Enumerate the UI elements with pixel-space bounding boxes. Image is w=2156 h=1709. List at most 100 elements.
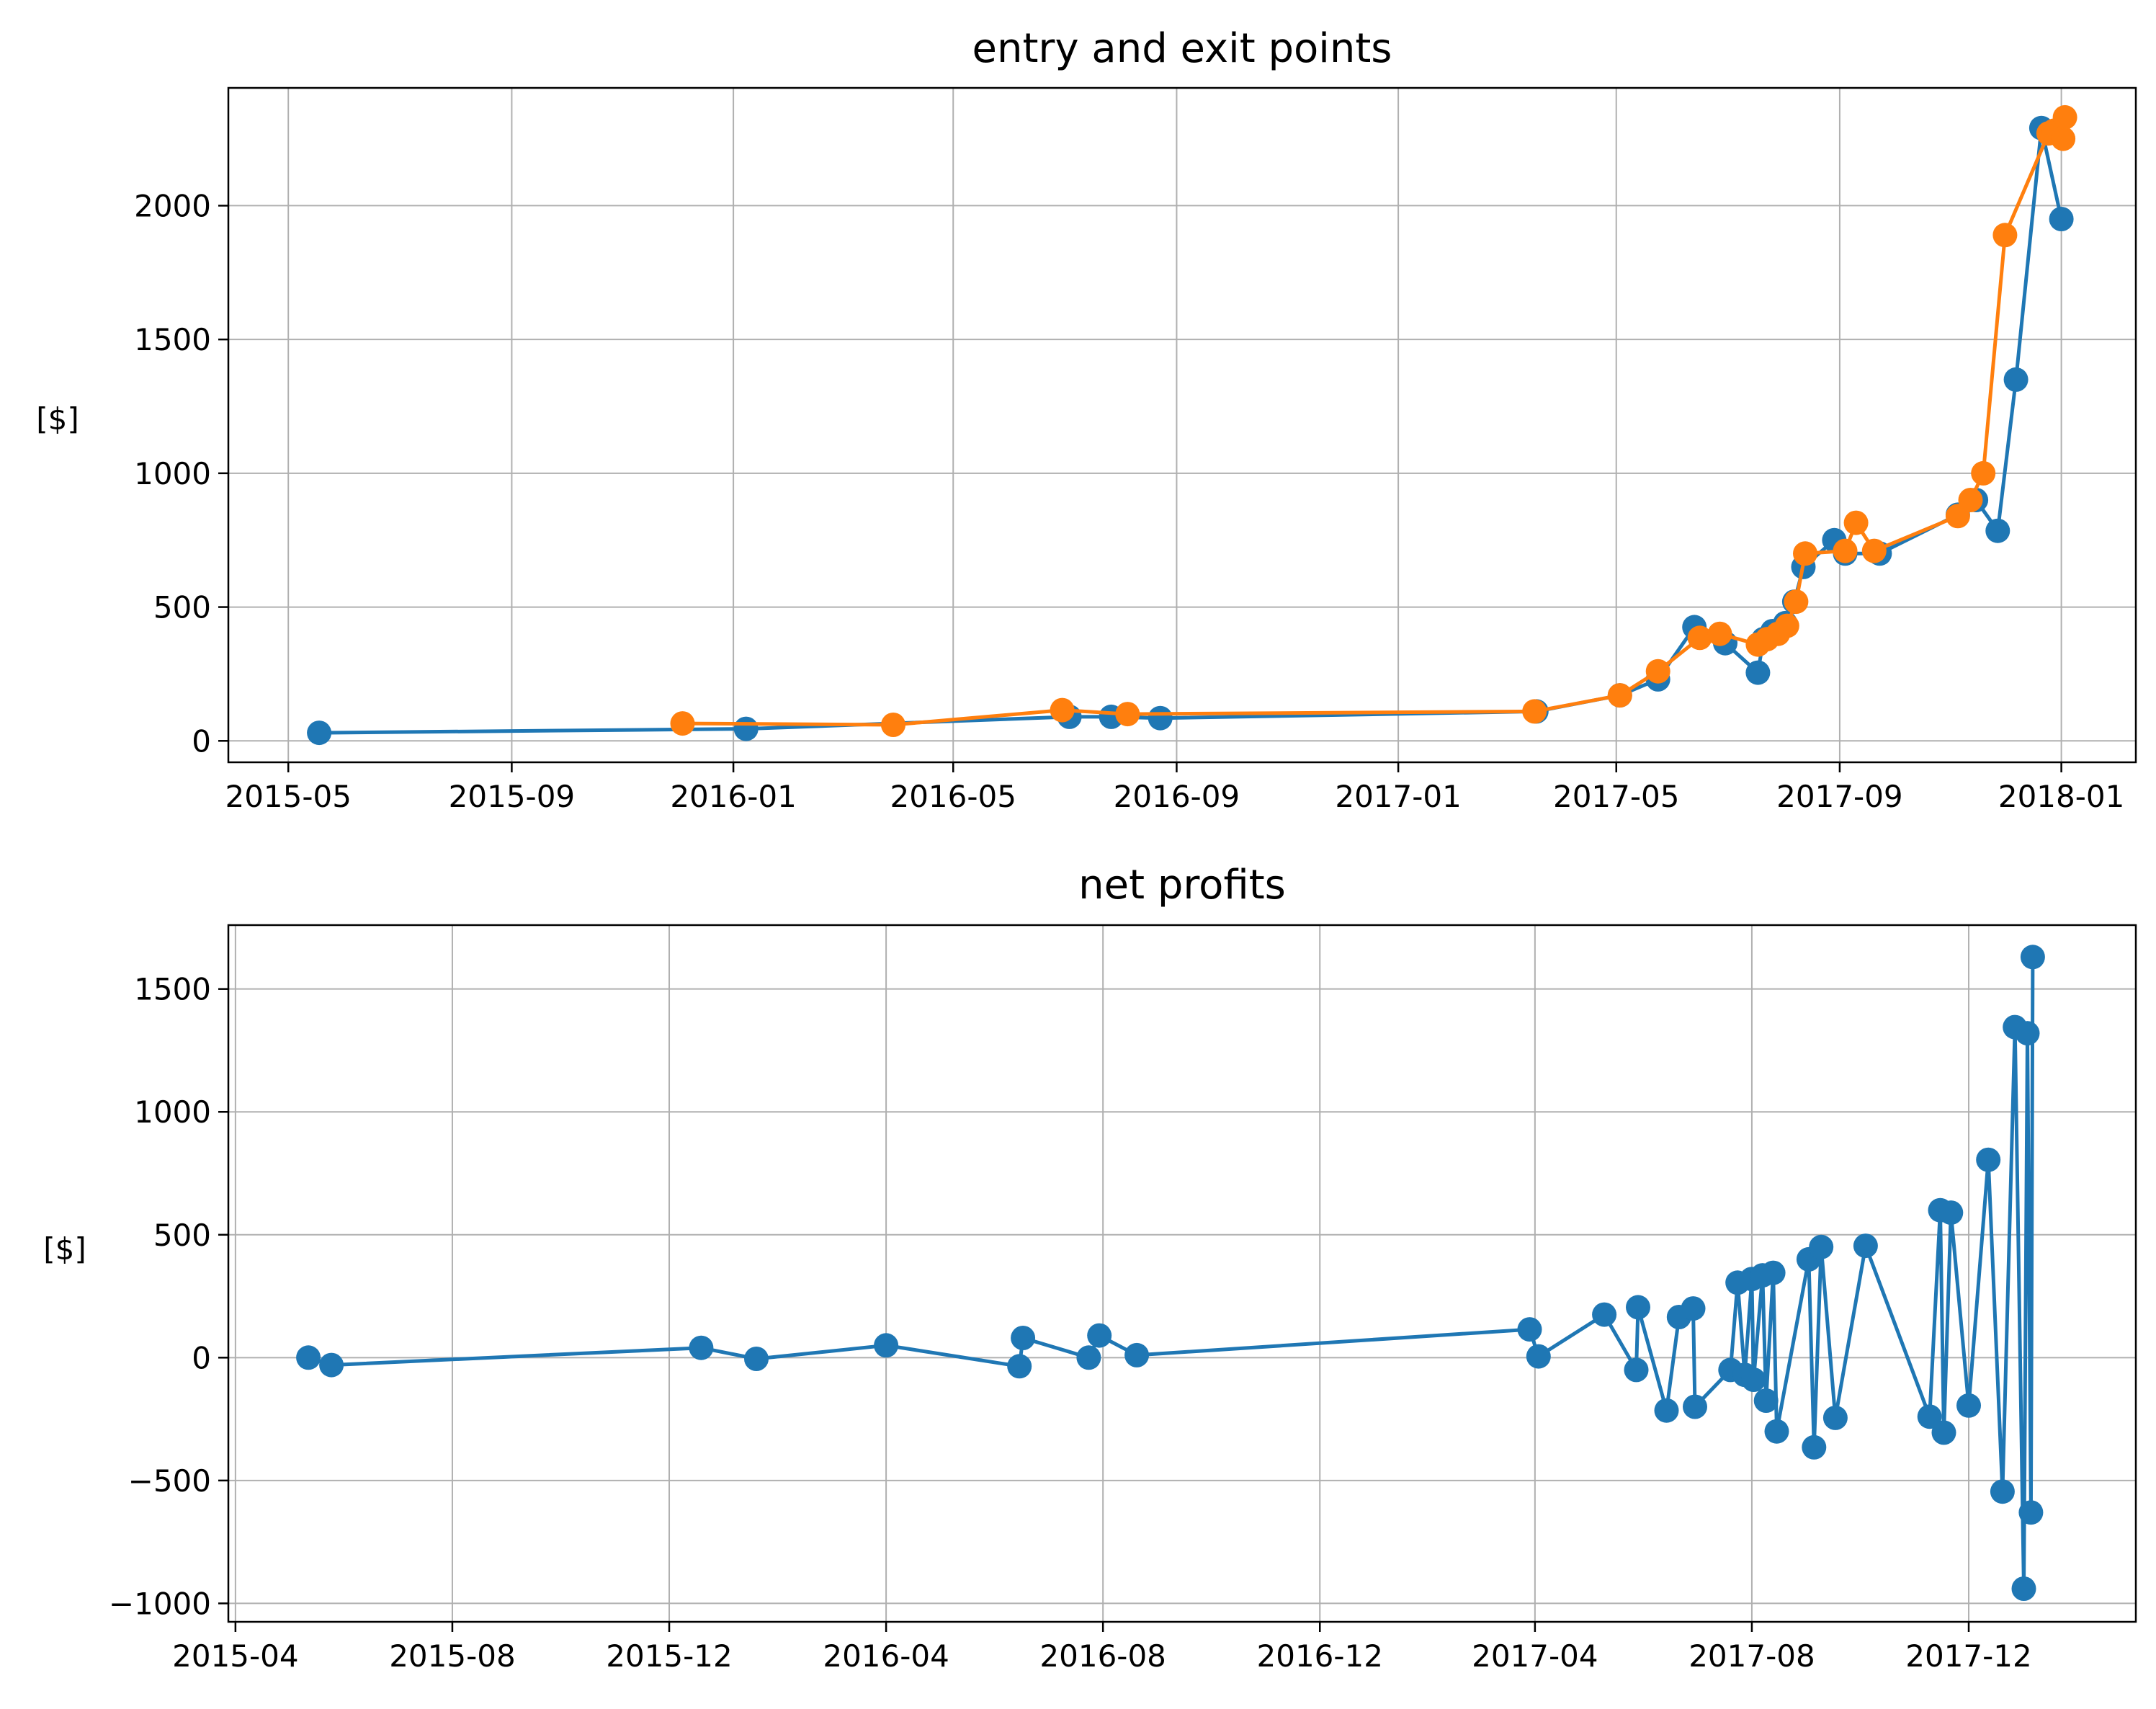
data-point — [733, 716, 759, 741]
data-point — [296, 1345, 321, 1370]
plot-frame — [227, 86, 2137, 764]
y-axis: −1000 −500 0 500 1000 1500 — [109, 972, 228, 1621]
data-point — [1526, 1344, 1551, 1369]
x-tick-label: 2016-01 — [670, 779, 797, 814]
x-tick-label: 2018-01 — [1998, 779, 2125, 814]
data-point — [1958, 488, 1983, 512]
x-tick-label: 2016-09 — [1114, 779, 1240, 814]
data-point — [1745, 660, 1771, 685]
x-tick-label: 2015-08 — [389, 1638, 516, 1674]
series-2 — [670, 104, 2077, 737]
data-point — [1654, 1398, 1679, 1423]
plot-area — [296, 945, 2045, 1601]
data-point — [1115, 702, 1140, 727]
data-point — [1764, 1419, 1789, 1444]
data-point — [1517, 1317, 1542, 1342]
x-tick-label: 2015-04 — [172, 1638, 299, 1674]
chart-title: entry and exit points — [972, 25, 1392, 72]
data-point — [1761, 1260, 1786, 1285]
x-tick-label: 2017-12 — [1905, 1638, 2032, 1674]
data-point — [1802, 1434, 1827, 1460]
y-tick-label: 500 — [153, 1218, 211, 1253]
x-tick-label: 2017-01 — [1335, 779, 1462, 814]
data-point — [1822, 1405, 1848, 1430]
data-point — [874, 1333, 899, 1358]
x-tick-label: 2015-12 — [606, 1638, 733, 1674]
data-point — [1007, 1354, 1032, 1379]
data-point — [1793, 541, 1817, 566]
y-axis-label: [$] — [36, 401, 79, 437]
data-point — [1076, 1345, 1101, 1370]
y-tick-label: 0 — [192, 1340, 211, 1375]
data-point — [1992, 223, 2018, 248]
data-point — [1645, 659, 1670, 684]
data-point — [2052, 104, 2077, 130]
x-tick-label: 2017-08 — [1688, 1638, 1815, 1674]
data-point — [1592, 1302, 1617, 1327]
data-point — [1853, 1233, 1878, 1259]
data-point — [881, 713, 905, 737]
series-1 — [296, 945, 2045, 1601]
data-point — [1124, 1342, 1150, 1367]
data-point — [2049, 207, 2074, 231]
data-point — [1990, 1479, 2015, 1504]
data-point — [1843, 510, 1869, 535]
entry-exit-chart: entry and exit points [$] 2015-05 2015-09… — [36, 25, 2137, 814]
data-point — [1741, 1367, 1766, 1392]
data-point — [1626, 1295, 1650, 1320]
y-tick-label: 1000 — [134, 456, 211, 491]
net-profits-chart: net profits [$] 2015-04 2015-08 2015-12 201… — [43, 862, 2137, 1674]
data-point — [1707, 621, 1732, 646]
data-point — [2020, 945, 2045, 970]
data-point — [1681, 1296, 1706, 1321]
plot-area — [307, 104, 2077, 746]
data-point — [2018, 1500, 2044, 1525]
x-tick-label: 2016-05 — [890, 779, 1016, 814]
data-point — [2051, 126, 2076, 151]
x-tick-label: 2015-05 — [225, 779, 352, 814]
y-tick-label: 500 — [153, 590, 211, 625]
x-tick-label: 2017-09 — [1776, 779, 1903, 814]
chart-title: net profits — [1078, 862, 1286, 909]
data-point — [1938, 1200, 1964, 1226]
data-point — [1687, 625, 1712, 651]
data-point — [1931, 1420, 1956, 1445]
data-point — [2011, 1576, 2036, 1601]
data-point — [1753, 1388, 1779, 1413]
data-point — [1522, 699, 1547, 724]
data-point — [1011, 1326, 1036, 1350]
data-point — [1809, 1234, 1834, 1259]
y-axis-label: [$] — [43, 1231, 86, 1267]
y-tick-label: 1500 — [134, 972, 211, 1007]
data-point — [1784, 589, 1809, 615]
x-tick-label: 2015-09 — [449, 779, 576, 814]
y-tick-label: 1000 — [134, 1094, 211, 1130]
x-tick-label: 2016-04 — [823, 1638, 949, 1674]
data-point — [1985, 518, 2010, 543]
data-point — [307, 720, 332, 746]
data-point — [670, 711, 695, 736]
x-axis: 2015-05 2015-09 2016-01 2016-05 2016-09 2017-… — [225, 762, 2124, 814]
y-tick-label: −500 — [128, 1463, 211, 1499]
x-tick-label: 2016-12 — [1257, 1638, 1384, 1674]
data-point — [744, 1347, 769, 1371]
y-tick-label: −1000 — [109, 1586, 211, 1621]
data-point — [1971, 460, 1996, 486]
data-point — [1956, 1393, 1981, 1418]
data-point — [1917, 1404, 1942, 1429]
data-point — [1976, 1147, 2001, 1172]
data-point — [1607, 683, 1632, 708]
data-point — [2003, 367, 2028, 392]
data-point — [1683, 1394, 1707, 1419]
data-point — [1087, 1323, 1112, 1348]
x-tick-label: 2017-04 — [1472, 1638, 1598, 1674]
y-tick-label: 0 — [192, 723, 211, 759]
data-point — [1050, 697, 1075, 723]
x-tick-label: 2016-08 — [1039, 1638, 1166, 1674]
data-point — [1861, 538, 1887, 563]
data-point — [1148, 705, 1173, 731]
y-tick-label: 1500 — [134, 322, 211, 357]
plot-frame — [227, 924, 2137, 1623]
